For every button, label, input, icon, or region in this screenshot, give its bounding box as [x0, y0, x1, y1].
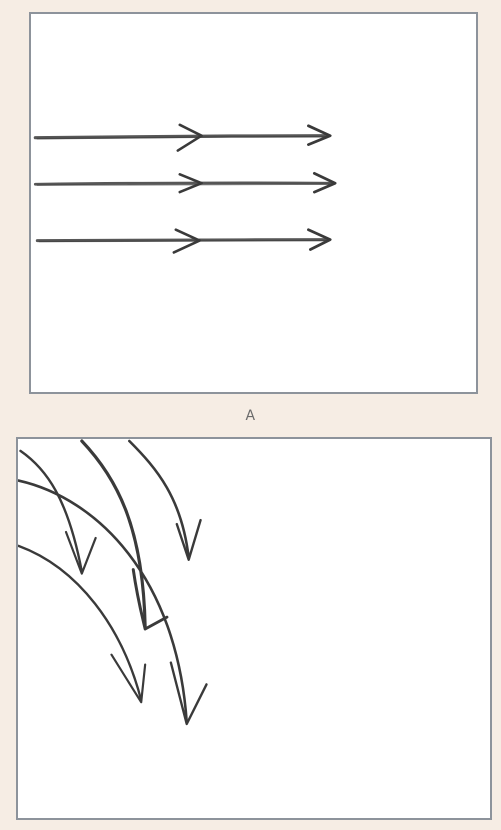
curved-arrow-2	[80, 439, 169, 631]
curved-arrow-4	[18, 479, 208, 726]
curved-arrows-diagram	[18, 439, 208, 726]
straight-arrow-2	[33, 171, 337, 194]
straight-arrow-3	[35, 228, 332, 254]
straight-arrows-diagram	[33, 123, 337, 254]
curved-arrow-3	[128, 439, 202, 561]
panel-a	[29, 12, 478, 394]
straight-arrow-1	[33, 123, 332, 152]
panel-label-a: A	[245, 408, 256, 424]
curved-arrow-1	[19, 449, 97, 575]
panel-b	[16, 437, 492, 820]
curved-arrow-5	[18, 544, 147, 704]
